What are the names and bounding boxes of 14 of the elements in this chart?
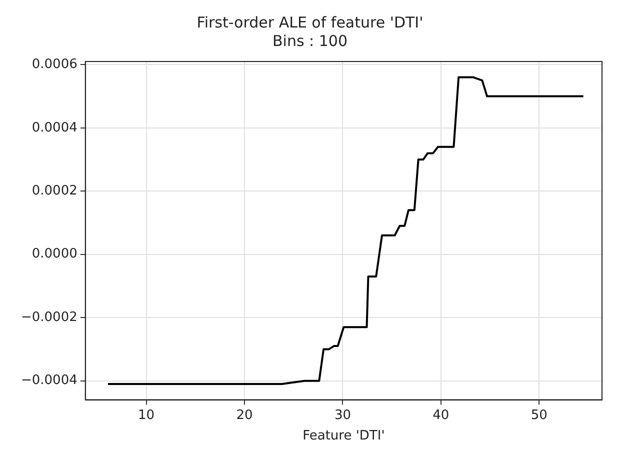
chart-title: First-order ALE of feature 'DTI': [196, 13, 424, 32]
x-tick-label: 50: [530, 408, 548, 423]
y-tick-label: −0.0004: [20, 373, 78, 388]
x-tick-label: 20: [236, 408, 253, 423]
y-tick-label: 0.0004: [32, 120, 78, 136]
x-tick-label: 30: [334, 408, 351, 423]
x-tick-label: 40: [432, 408, 450, 423]
chart-subtitle: Bins : 100: [272, 32, 348, 50]
y-tick-label: −0.0002: [20, 310, 78, 325]
y-tick-label: 0.0000: [32, 246, 78, 262]
y-tick-label: 0.0006: [32, 57, 78, 72]
y-tick-label: 0.0002: [32, 184, 78, 199]
x-axis-title: Feature 'DTI': [302, 428, 385, 444]
x-tick-label: 10: [138, 408, 155, 423]
